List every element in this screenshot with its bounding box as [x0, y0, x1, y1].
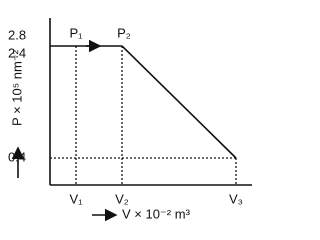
process-line [121, 45, 237, 159]
y-axis-label: P × 10⁵ nm⁻² [9, 49, 24, 126]
y-tick-label: 2.8 [8, 27, 26, 42]
pv-diagram: 2.8 2.4 0.4 P₁ P₂ V₁ V₂ V₃ P × 10⁵ nm⁻² … [8, 18, 252, 221]
x-tick-label: V₁ [69, 191, 83, 206]
x-axis-label: V × 10⁻² m³ [122, 206, 191, 221]
y-tick-label: 0.4 [8, 149, 26, 164]
point-label: P₂ [117, 25, 131, 40]
point-label: P₁ [69, 25, 83, 40]
x-tick-label: V₂ [115, 191, 129, 206]
y-tick-label: 2.4 [8, 45, 26, 60]
x-tick-label: V₃ [229, 191, 243, 206]
